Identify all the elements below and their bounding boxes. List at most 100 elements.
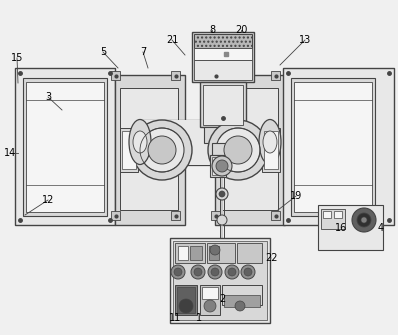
Bar	[384, 68, 394, 78]
Bar	[171, 211, 180, 220]
Circle shape	[241, 265, 255, 279]
Bar	[212, 157, 224, 175]
Text: 2: 2	[219, 294, 225, 304]
Circle shape	[216, 188, 228, 200]
Bar	[207, 243, 235, 263]
Circle shape	[140, 128, 184, 172]
Circle shape	[171, 265, 185, 279]
Circle shape	[228, 268, 236, 276]
Bar	[210, 155, 226, 177]
Bar	[294, 82, 372, 212]
Circle shape	[132, 120, 192, 180]
Circle shape	[194, 268, 202, 276]
Bar	[177, 287, 195, 313]
Text: 15: 15	[11, 53, 23, 63]
Bar	[283, 68, 394, 225]
Circle shape	[244, 268, 252, 276]
Bar	[200, 285, 220, 315]
Circle shape	[148, 136, 176, 164]
Bar	[283, 68, 293, 78]
Bar	[15, 68, 25, 78]
Bar	[271, 211, 280, 220]
Circle shape	[357, 213, 371, 227]
Circle shape	[191, 265, 205, 279]
Bar	[384, 215, 394, 225]
Bar	[115, 75, 185, 225]
Bar	[140, 120, 270, 165]
Bar	[200, 82, 246, 127]
Bar	[204, 127, 242, 143]
Bar	[105, 68, 115, 78]
Bar	[211, 211, 220, 220]
Bar	[237, 243, 262, 263]
Bar	[211, 71, 220, 80]
Ellipse shape	[263, 131, 277, 153]
Bar	[120, 128, 138, 172]
Text: 13: 13	[299, 35, 311, 45]
Bar	[170, 238, 270, 323]
Bar	[122, 131, 136, 169]
Bar	[120, 88, 178, 210]
Circle shape	[225, 265, 239, 279]
Bar	[178, 246, 188, 260]
Text: 21: 21	[166, 35, 178, 45]
Bar	[15, 68, 115, 225]
Circle shape	[216, 128, 260, 172]
Bar	[334, 211, 342, 218]
Bar	[202, 287, 218, 299]
Bar	[15, 215, 25, 225]
Bar	[105, 215, 115, 225]
Circle shape	[208, 265, 222, 279]
Bar	[111, 211, 120, 220]
Ellipse shape	[129, 120, 151, 164]
Circle shape	[352, 208, 376, 232]
Bar	[194, 48, 252, 60]
Circle shape	[219, 191, 225, 197]
Circle shape	[216, 160, 228, 172]
Bar	[23, 78, 107, 216]
Bar	[321, 209, 345, 229]
Bar	[291, 78, 375, 216]
Bar	[203, 85, 243, 125]
Bar	[264, 131, 278, 169]
Bar	[283, 215, 293, 225]
Circle shape	[224, 136, 252, 164]
Bar	[173, 241, 267, 320]
Bar	[212, 143, 242, 155]
Text: 5: 5	[100, 47, 106, 57]
Bar	[111, 71, 120, 80]
Bar	[26, 82, 104, 212]
Text: 4: 4	[378, 223, 384, 233]
Bar	[175, 243, 205, 263]
Text: 19: 19	[290, 191, 302, 201]
Text: 7: 7	[140, 47, 146, 57]
Bar	[194, 60, 252, 80]
Bar	[323, 211, 331, 218]
Bar	[209, 246, 219, 260]
Circle shape	[210, 245, 220, 255]
Bar	[171, 71, 180, 80]
Bar	[318, 205, 383, 250]
Text: 14: 14	[4, 148, 16, 158]
Bar	[192, 32, 254, 82]
Bar	[222, 285, 262, 305]
Bar	[220, 88, 278, 210]
Text: 20: 20	[235, 25, 247, 35]
Circle shape	[204, 300, 216, 312]
Text: 22: 22	[265, 253, 277, 263]
Circle shape	[212, 156, 232, 176]
Circle shape	[179, 299, 193, 313]
Bar	[224, 295, 260, 307]
Circle shape	[235, 301, 245, 311]
Text: 8: 8	[209, 25, 215, 35]
Circle shape	[217, 215, 227, 225]
Text: 1: 1	[196, 313, 202, 323]
Circle shape	[208, 120, 268, 180]
Bar	[262, 128, 280, 172]
Ellipse shape	[133, 131, 147, 153]
Bar	[190, 246, 202, 260]
Bar	[175, 285, 197, 315]
Circle shape	[211, 268, 219, 276]
Circle shape	[174, 268, 182, 276]
Text: 11: 11	[169, 313, 181, 323]
